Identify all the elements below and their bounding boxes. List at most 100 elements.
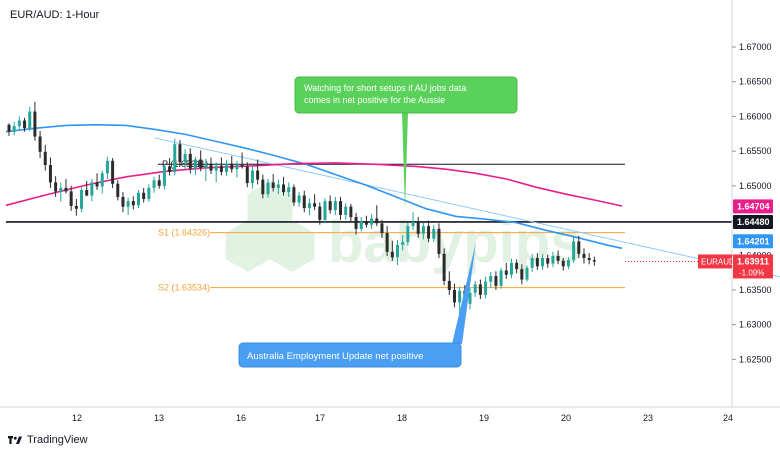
candle-body (354, 217, 358, 229)
candle-body (499, 270, 503, 286)
candle-body (484, 281, 488, 295)
candle (582, 248, 586, 264)
candle-body (209, 163, 213, 171)
candle-body (121, 196, 125, 207)
candle (370, 214, 374, 229)
candle-body (105, 160, 109, 174)
candle (489, 271, 493, 288)
candle (193, 156, 197, 175)
trendline (154, 137, 780, 278)
candle-body (442, 253, 446, 281)
candle-body (12, 126, 16, 132)
candle (80, 187, 84, 213)
candle (137, 190, 140, 209)
candle (183, 149, 187, 170)
candle-body (427, 226, 431, 239)
tradingview-logo-icon (8, 435, 22, 445)
price-label-badge (733, 234, 773, 249)
candle (473, 280, 477, 297)
candle-body (339, 201, 343, 215)
candle-body (168, 166, 172, 172)
candle-body (509, 262, 513, 275)
price-label-text: 1.64704 (737, 201, 770, 211)
candle (54, 176, 58, 197)
candle-body (28, 111, 32, 129)
candle (587, 253, 591, 265)
candle-body (173, 144, 177, 172)
candle (261, 174, 265, 199)
candle-body (556, 255, 560, 261)
chart-title: EUR/AUD: 1-Hour (10, 9, 100, 21)
candle (572, 236, 576, 263)
candle-body (380, 223, 384, 234)
candle (442, 248, 446, 286)
moving-average-fast (5, 123, 623, 250)
candle (100, 170, 104, 194)
candle (178, 140, 182, 167)
x-tick-label: 17 (315, 413, 325, 423)
candle-body (43, 151, 47, 166)
candle-body (520, 269, 524, 280)
candle-body (235, 165, 239, 170)
candle-body (307, 203, 311, 209)
candle (546, 254, 550, 268)
top-note-pointer (402, 112, 408, 210)
candle (566, 257, 570, 270)
candle-body (551, 255, 555, 264)
y-tick-label: 1.62500 (739, 354, 772, 364)
candle (43, 144, 47, 171)
candle (17, 116, 21, 131)
y-tick-label: 1.63000 (739, 320, 772, 330)
candle-body (261, 179, 265, 195)
candle-body (85, 190, 89, 196)
candle (276, 179, 280, 195)
candle (499, 267, 503, 289)
candle-body (17, 120, 21, 127)
candle (90, 178, 94, 202)
bottom-note-pointer (452, 242, 476, 344)
candle-body (313, 203, 317, 207)
candle (152, 176, 156, 193)
candle (7, 123, 11, 136)
candle (116, 180, 120, 201)
candle (349, 203, 353, 222)
candle (111, 158, 115, 188)
candle (577, 235, 581, 259)
candle (33, 101, 37, 141)
y-tick-label: 1.67000 (739, 42, 772, 52)
candle-body (541, 258, 545, 267)
x-tick-label: 18 (397, 413, 407, 423)
candle (468, 287, 472, 310)
candle-body (577, 241, 581, 254)
candle-body (297, 195, 301, 203)
candle-body (126, 201, 130, 207)
candle-body (276, 184, 280, 188)
candle-body (74, 205, 78, 209)
candle-body (406, 226, 410, 243)
candle-body (7, 124, 11, 132)
symbol-badge-text: EURAUD (701, 257, 735, 266)
candle (23, 117, 27, 132)
candle-body (292, 187, 296, 203)
candle-body (162, 166, 166, 186)
candle-body (225, 163, 229, 172)
candle-body (375, 218, 379, 224)
candle-body (131, 201, 135, 206)
candle-body (100, 173, 104, 187)
candle-body (193, 159, 197, 169)
current-change-text: -1.09% (739, 268, 764, 277)
candle-body (416, 221, 420, 234)
tradingview-footer: TradingView (8, 432, 88, 448)
candle-body (199, 159, 203, 168)
candle (85, 180, 89, 197)
candle-body (152, 180, 156, 188)
candle-body (411, 221, 415, 227)
candle (240, 152, 244, 169)
candle-body (494, 276, 498, 286)
candle-body (111, 160, 115, 184)
candle (354, 212, 358, 235)
candle (592, 256, 596, 266)
candle (406, 222, 410, 246)
candle-body (245, 166, 249, 184)
candle-body (230, 163, 234, 170)
